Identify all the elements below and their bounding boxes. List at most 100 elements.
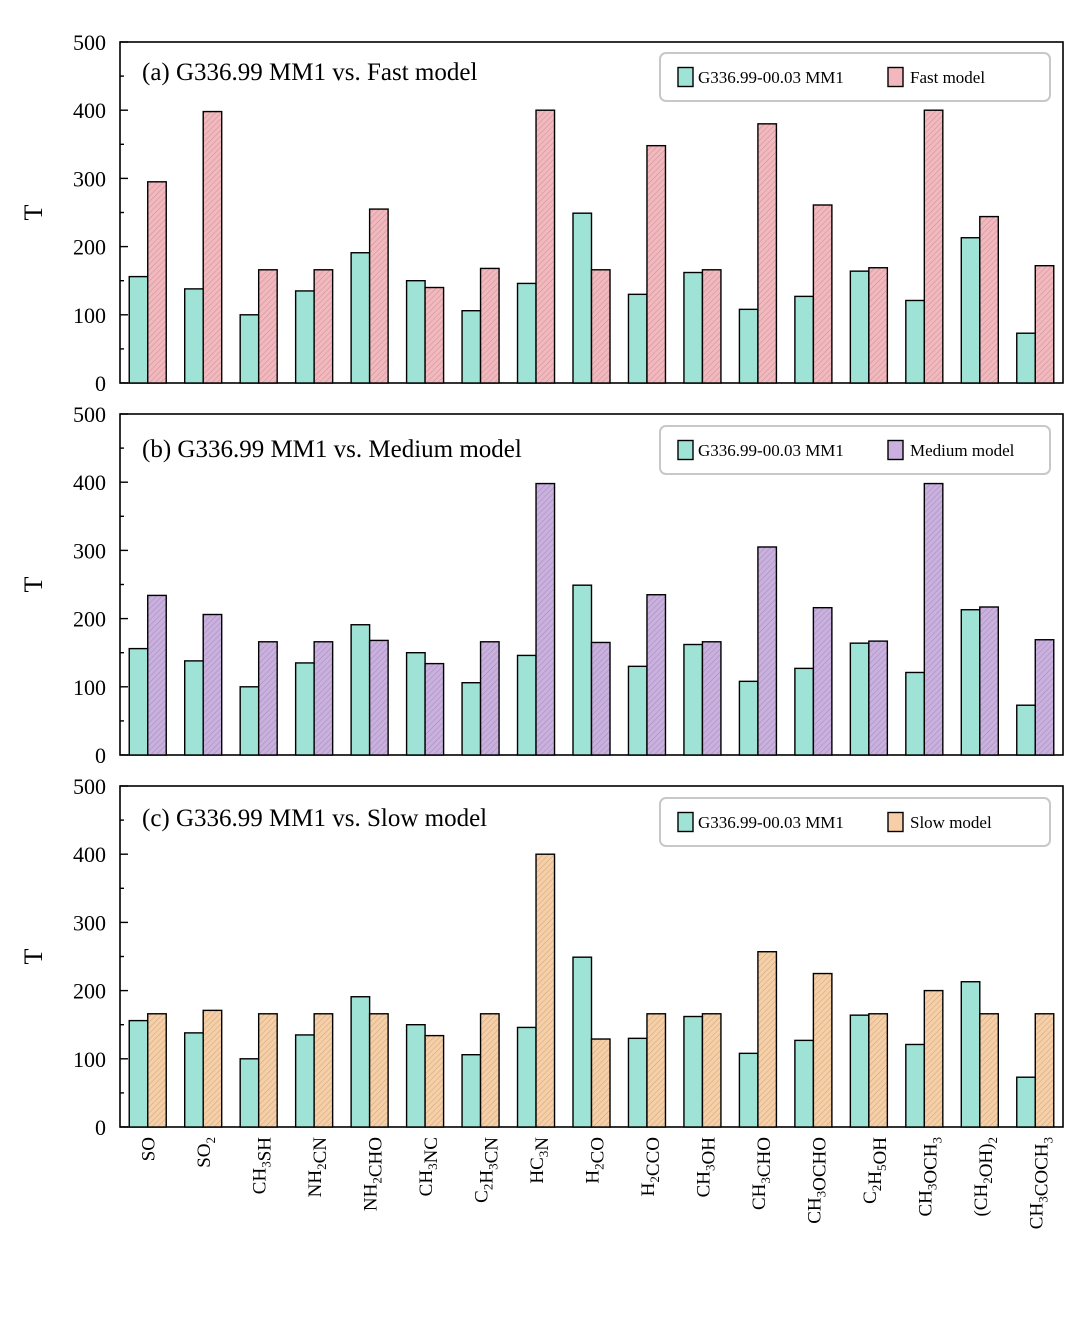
bar-hatch xyxy=(813,204,832,383)
bar-hatch xyxy=(1035,639,1054,755)
bar-outline xyxy=(812,204,833,384)
y-tick-label: 200 xyxy=(73,607,106,632)
bar-hatch xyxy=(480,1013,500,1127)
x-category-label: (CH2OH)2 xyxy=(971,1137,1000,1217)
bar-outline xyxy=(424,662,445,756)
bar-outline xyxy=(313,641,334,756)
x-category-label: CH3NC xyxy=(416,1137,442,1196)
bar-outline xyxy=(701,641,722,756)
x-category-label: SO xyxy=(139,1137,160,1161)
bar-observed xyxy=(573,585,592,755)
y-tick-label: 100 xyxy=(73,1047,106,1072)
bar-outline xyxy=(868,267,889,384)
bar-observed xyxy=(517,655,537,755)
bar-outline xyxy=(479,641,500,756)
bar-hatch xyxy=(1035,265,1054,383)
legend-label: Medium model xyxy=(910,441,1015,460)
legend-swatch xyxy=(677,439,694,461)
bar-observed xyxy=(961,237,980,383)
bar-observed xyxy=(351,624,370,755)
bar-observed xyxy=(905,672,925,755)
legend: G336.99-00.03 MM1 Slow model xyxy=(659,797,1051,847)
bar-observed xyxy=(794,296,814,383)
x-category-label: NH2CN xyxy=(305,1137,331,1198)
bar-hatch xyxy=(369,640,389,755)
y-tick-label: 300 xyxy=(73,910,106,935)
bar-outline xyxy=(257,1013,278,1128)
bar-hatch xyxy=(1035,1013,1054,1127)
bar-outline xyxy=(701,1013,722,1128)
legend-label: G336.99-00.03 MM1 xyxy=(698,441,844,460)
legend-box xyxy=(659,797,1051,847)
bar-hatch xyxy=(757,123,777,383)
panel-title: (a) G336.99 MM1 vs. Fast model xyxy=(142,59,477,86)
y-tick-label: 400 xyxy=(73,98,106,123)
bar-hatch xyxy=(147,181,167,383)
bar-observed xyxy=(406,1024,426,1127)
legend-label: G336.99-00.03 MM1 xyxy=(698,813,844,832)
bar-observed xyxy=(517,283,537,383)
bar-outline xyxy=(479,1013,500,1128)
bar-observed xyxy=(683,644,703,755)
bar-observed xyxy=(295,1034,315,1127)
y-tick-label: 0 xyxy=(95,371,106,396)
panel-a: 0 100 200 300 400 500 T (a) G336.99 MM1 vs. Fas… xyxy=(19,30,1064,396)
bar-outline xyxy=(979,215,999,384)
bar-hatch xyxy=(924,110,943,383)
legend-label: Slow model xyxy=(910,813,992,832)
legend-swatch xyxy=(677,66,694,88)
bar-hatch xyxy=(203,614,222,755)
bar-outline xyxy=(701,269,722,384)
bar-hatch xyxy=(258,269,278,383)
bar-observed xyxy=(794,668,814,755)
bar-observed xyxy=(961,981,980,1127)
bar-hatch xyxy=(924,990,943,1127)
bar-outline xyxy=(590,641,611,756)
bar-outline xyxy=(923,989,944,1128)
bar-observed xyxy=(295,290,315,383)
bar-outline xyxy=(757,546,778,756)
bar-outline xyxy=(147,181,167,384)
y-tick-label: 0 xyxy=(95,1115,106,1140)
bar-outline xyxy=(368,1013,389,1128)
bar-observed xyxy=(628,666,647,755)
bar-observed xyxy=(517,1027,537,1127)
bar-observed xyxy=(1016,705,1036,755)
legend: G336.99-00.03 MM1 Fast model xyxy=(659,52,1051,102)
bar-observed xyxy=(295,662,315,755)
y-tick-label: 200 xyxy=(73,979,106,1004)
bar-outline xyxy=(868,1013,889,1128)
bar-hatch xyxy=(314,1013,333,1127)
legend: G336.99-00.03 MM1 Medium model xyxy=(659,425,1051,475)
bar-outline xyxy=(1034,264,1055,384)
bar-hatch xyxy=(868,267,888,383)
bar-observed xyxy=(129,1020,148,1127)
bar-outline xyxy=(979,1013,999,1128)
bar-observed xyxy=(1016,333,1036,383)
bar-observed xyxy=(1016,1077,1036,1127)
bar-observed xyxy=(683,1016,703,1127)
bar-hatch xyxy=(924,483,943,755)
bar-hatch xyxy=(702,641,721,755)
bar-hatch xyxy=(369,209,389,383)
bar-outline xyxy=(923,109,944,384)
bar-hatch xyxy=(480,641,500,755)
bar-outline xyxy=(368,208,389,384)
bar-hatch xyxy=(425,1035,444,1127)
bar-hatch xyxy=(868,641,888,755)
bar-hatch xyxy=(868,1013,888,1127)
x-category-label: SO2 xyxy=(194,1137,218,1168)
legend-swatch xyxy=(677,811,694,833)
bar-hatch xyxy=(258,1013,278,1127)
legend-box xyxy=(659,52,1051,102)
legend-swatch xyxy=(887,66,904,88)
bar-outline xyxy=(424,1034,445,1128)
bar-outline xyxy=(257,641,278,756)
bar-observed xyxy=(184,660,204,755)
y-tick-label: 100 xyxy=(73,303,106,328)
bar-outline xyxy=(868,640,889,756)
bar-hatch xyxy=(702,1013,721,1127)
bar-observed xyxy=(961,609,980,755)
bar-outline xyxy=(535,482,556,756)
